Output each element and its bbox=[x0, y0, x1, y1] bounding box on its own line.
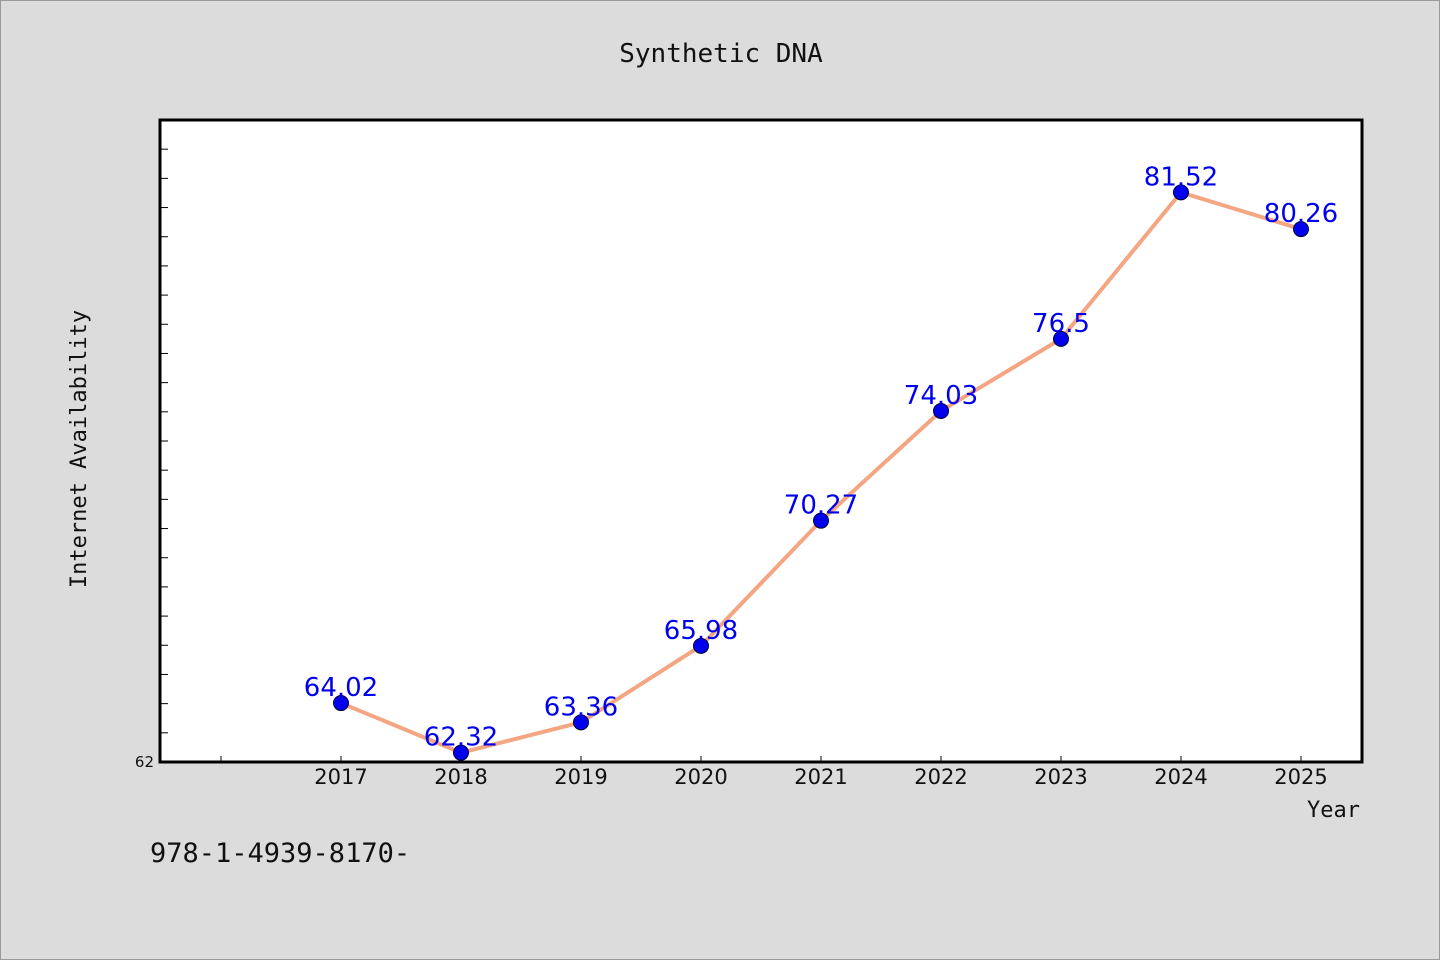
chart-title: Synthetic DNA bbox=[619, 39, 823, 69]
data-point bbox=[453, 744, 469, 761]
series-layer: 64.02 62.32 63.36 65.98 70.27 74.03 76.5 81.52 8… bbox=[304, 162, 1338, 761]
plot-area bbox=[158, 118, 1364, 764]
data-label: 76.5 bbox=[1032, 309, 1090, 339]
data-point bbox=[933, 402, 949, 419]
data-label: 80.26 bbox=[1264, 199, 1338, 229]
x-tick-label: 2018 bbox=[434, 765, 487, 789]
x-tick-label: 2022 bbox=[914, 765, 967, 789]
x-tick-label: 2024 bbox=[1154, 765, 1207, 789]
y-axis-ticks bbox=[160, 148, 168, 734]
data-label: 65.98 bbox=[664, 616, 738, 646]
data-point bbox=[1053, 330, 1069, 347]
data-label: 63.36 bbox=[544, 692, 618, 722]
data-label: 81.52 bbox=[1144, 162, 1218, 192]
data-point bbox=[813, 512, 829, 529]
data-label: 62.32 bbox=[424, 723, 498, 753]
x-tick-label: 2025 bbox=[1274, 765, 1327, 789]
x-axis-title: Year bbox=[1307, 798, 1360, 823]
data-label: 64.02 bbox=[304, 673, 378, 703]
data-point bbox=[333, 695, 349, 712]
data-point bbox=[1293, 221, 1309, 238]
data-point bbox=[693, 637, 709, 654]
y-axis-title: Internet Availability bbox=[67, 310, 92, 588]
x-tick-label: 2023 bbox=[1034, 765, 1087, 789]
x-tick-label: 2019 bbox=[554, 765, 607, 789]
x-tick-label: 2021 bbox=[794, 765, 847, 789]
footer-code: 978-1-4939-8170- bbox=[150, 838, 410, 869]
data-point bbox=[573, 714, 589, 731]
y-axis-min-label: 62 bbox=[135, 753, 154, 771]
x-axis-ticks: 2017 2018 2019 2020 2021 2022 2023 2024 2025 bbox=[220, 756, 1328, 789]
data-label: 70.27 bbox=[784, 491, 858, 521]
data-label: 74.03 bbox=[904, 381, 978, 411]
x-tick-label: 2017 bbox=[314, 765, 367, 789]
x-tick-label: 2020 bbox=[674, 765, 727, 789]
data-point bbox=[1173, 184, 1189, 201]
